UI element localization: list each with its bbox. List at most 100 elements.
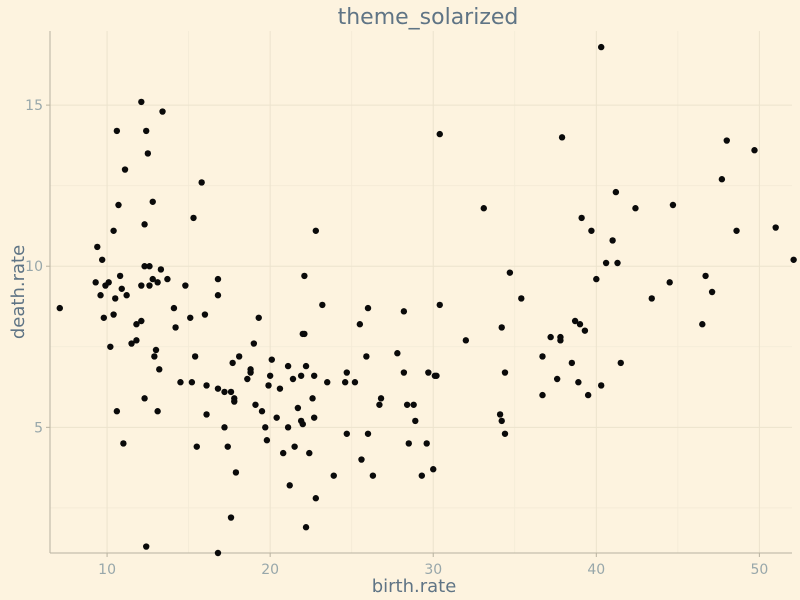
chart-title: theme_solarized	[338, 5, 519, 30]
data-point	[289, 375, 297, 383]
data-point	[609, 237, 616, 244]
data-point	[164, 275, 171, 283]
data-point	[394, 350, 401, 357]
data-point	[588, 227, 595, 234]
data-point	[231, 398, 238, 405]
y-tick-label: 10	[25, 259, 43, 275]
data-point	[244, 375, 251, 383]
data-point	[310, 414, 318, 421]
data-point	[309, 395, 316, 402]
data-point	[617, 359, 624, 367]
data-point	[156, 366, 163, 373]
data-point	[400, 369, 408, 376]
major-grid	[50, 31, 792, 553]
data-point	[214, 275, 222, 283]
data-point	[324, 379, 331, 386]
x-tick-label: 40	[587, 562, 605, 578]
data-point	[751, 147, 758, 154]
data-point	[235, 353, 243, 360]
data-point	[203, 382, 210, 389]
y-tick-label: 5	[34, 420, 43, 436]
data-point	[232, 469, 240, 476]
data-point	[330, 472, 337, 479]
data-point	[518, 295, 525, 302]
data-point	[198, 179, 205, 186]
data-point	[297, 372, 305, 379]
x-tick-label: 50	[750, 562, 768, 578]
data-point	[182, 282, 189, 289]
data-point	[364, 430, 372, 437]
data-point	[358, 456, 365, 463]
data-point	[107, 343, 114, 350]
data-point	[265, 382, 272, 389]
data-point	[614, 259, 621, 267]
data-point	[302, 524, 310, 531]
data-point	[718, 176, 726, 183]
data-point	[250, 340, 258, 347]
data-point	[159, 108, 166, 115]
data-point	[138, 317, 145, 325]
data-point	[258, 408, 266, 415]
data-point	[154, 408, 161, 415]
data-point	[280, 449, 287, 457]
data-point	[191, 353, 199, 360]
data-point	[632, 205, 639, 212]
data-point	[733, 227, 740, 234]
data-point	[723, 137, 730, 144]
data-point	[351, 379, 359, 386]
data-point	[405, 440, 412, 447]
data-point	[138, 282, 145, 289]
data-point	[141, 221, 148, 228]
data-point	[187, 314, 194, 321]
data-point	[201, 311, 209, 318]
data-point	[496, 411, 504, 418]
data-point	[227, 514, 235, 521]
data-point	[284, 362, 292, 370]
data-point	[286, 482, 293, 489]
data-point	[581, 327, 589, 334]
data-point	[128, 340, 135, 347]
data-point	[113, 127, 121, 135]
data-point	[273, 414, 280, 421]
data-point	[418, 472, 426, 479]
data-point	[363, 353, 370, 360]
data-point	[584, 391, 592, 399]
data-points	[56, 43, 797, 557]
data-point	[310, 372, 318, 379]
data-point	[266, 372, 274, 379]
data-point	[772, 224, 779, 231]
data-point	[284, 424, 292, 431]
data-point	[312, 227, 320, 234]
data-point	[229, 359, 236, 367]
data-point	[94, 243, 101, 251]
data-point	[221, 424, 228, 431]
data-point	[121, 166, 129, 173]
data-point	[172, 324, 179, 331]
data-point	[602, 259, 610, 267]
data-point	[141, 395, 148, 402]
data-point	[666, 279, 673, 286]
data-point	[412, 417, 419, 425]
data-point	[593, 275, 600, 283]
data-point	[143, 543, 150, 550]
data-point	[110, 227, 117, 234]
data-point	[110, 311, 117, 318]
data-point	[262, 424, 269, 431]
data-point	[343, 369, 350, 376]
data-point	[571, 317, 579, 325]
data-point	[133, 337, 140, 344]
data-point	[430, 466, 437, 473]
data-point	[263, 437, 271, 444]
data-point	[276, 385, 284, 392]
data-point	[557, 337, 564, 344]
x-tick-label: 10	[98, 562, 116, 578]
data-point	[56, 304, 63, 312]
data-point	[506, 269, 514, 276]
data-point	[291, 443, 298, 450]
data-point	[301, 330, 308, 338]
data-point	[498, 417, 505, 425]
x-tick-label: 30	[424, 562, 442, 578]
data-point	[356, 321, 364, 328]
data-point	[133, 321, 140, 328]
